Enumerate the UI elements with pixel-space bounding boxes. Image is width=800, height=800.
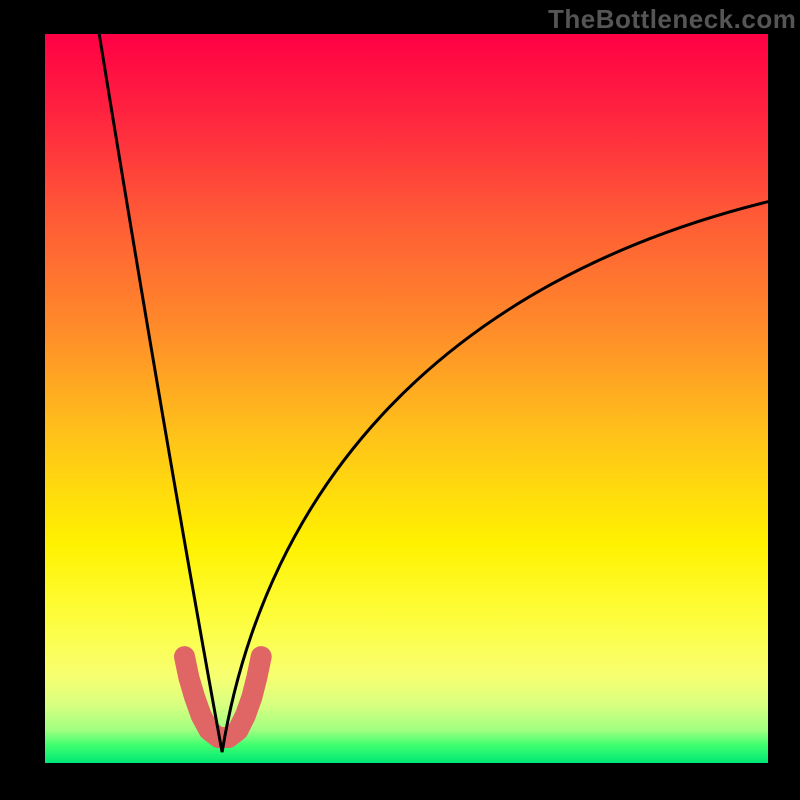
- chart-root: TheBottleneck.com: [0, 0, 800, 800]
- bottleneck-marker-dot: [234, 726, 243, 735]
- watermark-text: TheBottleneck.com: [548, 4, 796, 35]
- curve-layer: [45, 34, 768, 763]
- bottleneck-marker-dot: [241, 711, 250, 720]
- plot-area: [45, 34, 768, 763]
- bottleneck-marker-dot: [247, 693, 256, 702]
- bottleneck-curve: [99, 34, 768, 752]
- bottleneck-marker-dot: [205, 726, 214, 735]
- bottleneck-marker-dot: [180, 652, 189, 661]
- bottleneck-marker-dot: [184, 673, 193, 682]
- bottleneck-marker-dot: [190, 693, 199, 702]
- bottleneck-marker-dot: [257, 652, 266, 661]
- bottleneck-marker-dot: [197, 711, 206, 720]
- bottleneck-marker-dot: [252, 673, 261, 682]
